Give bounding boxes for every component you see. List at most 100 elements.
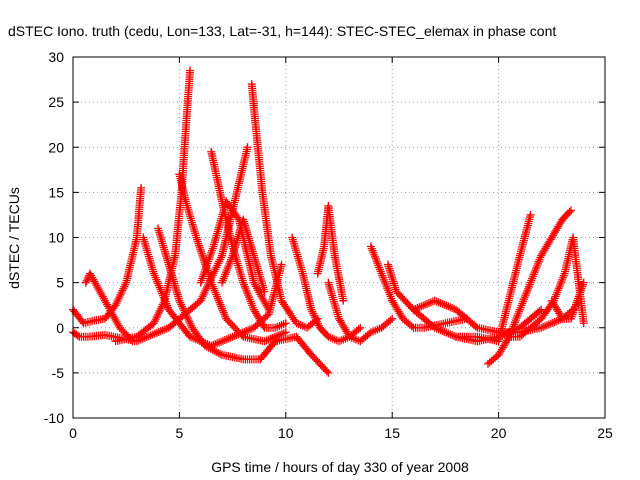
data-point <box>197 294 206 303</box>
data-point <box>224 334 233 343</box>
data-point <box>200 288 209 297</box>
data-point <box>215 298 224 307</box>
data-point <box>312 315 321 324</box>
data-point <box>137 183 146 192</box>
data-point <box>432 297 441 306</box>
data-point <box>216 255 225 264</box>
data-point <box>200 341 209 350</box>
data-point <box>218 304 227 313</box>
data-point <box>424 299 433 308</box>
series-pass-06 <box>175 170 290 346</box>
data-point <box>322 367 331 376</box>
data-point <box>407 322 416 331</box>
data-point <box>275 330 284 339</box>
y-tick-label: 30 <box>48 49 64 65</box>
data-point <box>182 312 191 321</box>
data-point <box>150 271 159 280</box>
data-point <box>180 308 189 317</box>
y-tick-label: 10 <box>48 230 64 246</box>
data-point <box>151 273 160 282</box>
data-point <box>186 66 195 75</box>
y-tick-label: 15 <box>48 184 64 200</box>
y-tick-label: -10 <box>44 410 64 426</box>
data-point <box>281 328 290 337</box>
data-point <box>388 275 397 284</box>
data-point <box>356 323 365 332</box>
data-point <box>185 317 194 326</box>
data-point <box>576 286 585 295</box>
data-point <box>550 318 559 327</box>
data-point <box>386 268 395 277</box>
data-point <box>216 337 225 346</box>
data-point <box>198 292 207 301</box>
data-point <box>281 319 290 328</box>
y-tick-label: -5 <box>52 365 65 381</box>
data-point <box>260 287 269 296</box>
data-point <box>577 284 586 293</box>
data-point <box>446 330 455 339</box>
series-pass-15 <box>366 242 471 332</box>
data-point <box>260 337 269 346</box>
series-pass-19 <box>483 206 575 368</box>
data-point <box>415 303 424 312</box>
data-point <box>434 298 443 307</box>
data-point <box>218 336 227 345</box>
data-point <box>213 292 222 301</box>
data-point <box>244 326 253 335</box>
data-point <box>193 237 202 246</box>
data-point <box>438 299 447 308</box>
x-tick-label: 5 <box>176 425 184 441</box>
data-point <box>186 332 195 341</box>
data-point <box>277 329 286 338</box>
data-point <box>385 266 394 275</box>
data-point <box>526 210 535 219</box>
data-point <box>448 304 457 313</box>
data-point <box>566 314 575 323</box>
data-point <box>142 333 151 342</box>
data-point <box>197 247 206 256</box>
data-point <box>572 298 581 307</box>
data-point <box>270 333 279 342</box>
data-point <box>156 327 165 336</box>
data-point <box>148 330 157 339</box>
data-point <box>149 269 158 278</box>
data-point <box>204 343 213 352</box>
data-point <box>417 302 426 311</box>
data-point <box>575 290 584 299</box>
data-point <box>195 241 204 250</box>
data-point <box>158 326 167 335</box>
data-point <box>209 284 218 293</box>
data-point <box>324 368 333 377</box>
data-point <box>230 331 239 340</box>
data-point <box>211 340 220 349</box>
series-pass-18 <box>452 210 535 346</box>
data-point <box>409 305 418 314</box>
data-point <box>279 329 288 338</box>
data-point <box>389 277 398 286</box>
data-point <box>209 269 218 278</box>
data-point <box>574 294 583 303</box>
data-point <box>212 263 221 272</box>
data-point <box>82 276 91 285</box>
data-point <box>544 320 553 329</box>
data-point <box>208 345 217 354</box>
data-point <box>81 278 90 287</box>
data-point <box>208 282 217 291</box>
data-point <box>432 324 441 333</box>
data-point <box>434 325 443 334</box>
data-point <box>311 313 320 322</box>
series-pass-21 <box>547 278 588 323</box>
data-point <box>201 286 210 295</box>
data-point <box>388 314 397 323</box>
data-point <box>214 296 223 305</box>
data-point <box>268 334 277 343</box>
data-point <box>186 319 195 328</box>
data-point <box>537 323 546 332</box>
data-point <box>215 257 224 266</box>
data-point <box>154 281 163 290</box>
data-point <box>579 319 588 328</box>
chart-title: dSTEC Iono. truth (cedu, Lon=133, Lat=-3… <box>8 23 556 39</box>
data-point <box>430 296 439 305</box>
data-point <box>308 307 317 316</box>
data-point <box>430 323 439 332</box>
